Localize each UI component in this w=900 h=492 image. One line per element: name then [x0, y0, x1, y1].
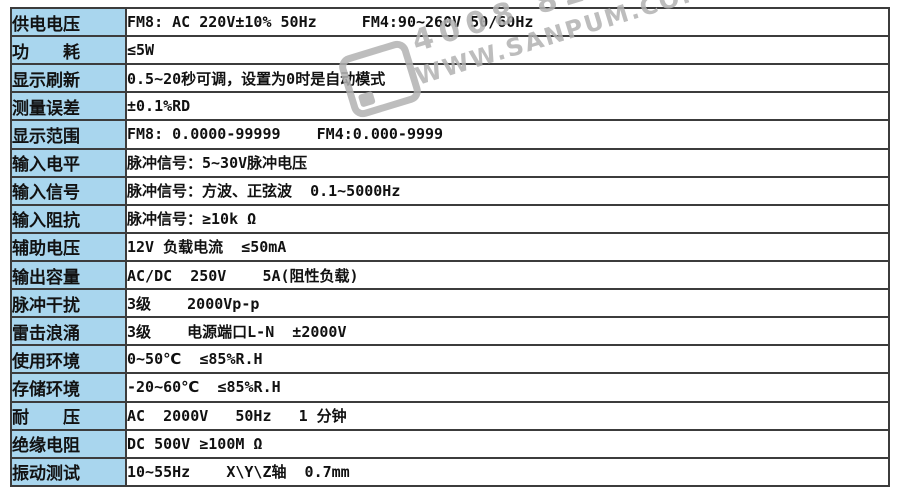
spec-table: 供电电压 FM8: AC 220V±10% 50Hz FM4:90~260V 5…: [10, 6, 890, 488]
spec-value: 0~50℃ ≤85%R.H: [125, 344, 890, 375]
spec-label: 绝缘电阻: [10, 428, 127, 459]
spec-label: 输出容量: [10, 259, 127, 291]
table-row: 显示范围 FM8: 0.0000-99999 FM4:0.000-9999: [10, 119, 890, 150]
table-row: 测量误差 ±0.1%RD: [10, 91, 890, 122]
spec-value: FM8: 0.0000-99999 FM4:0.000-9999: [125, 119, 890, 150]
table-row: 供电电压 FM8: AC 220V±10% 50Hz FM4:90~260V 5…: [10, 6, 890, 38]
spec-value: DC 500V ≥100M Ω: [125, 428, 890, 459]
spec-value: AC 2000V 50Hz 1 分钟: [125, 400, 890, 431]
spec-value: 0.5~20秒可调，设置为0时是自动模式: [125, 63, 890, 94]
spec-label: 耐 压: [10, 400, 127, 431]
spec-label: 功 耗: [10, 35, 127, 66]
spec-value: ±0.1%RD: [125, 91, 890, 122]
spec-label: 输入电平: [10, 147, 127, 178]
table-row: 脉冲干扰 3级 2000Vp-p: [10, 288, 890, 319]
table-row: 绝缘电阻 DC 500V ≥100M Ω: [10, 428, 890, 459]
spec-label: 脉冲干扰: [10, 288, 127, 319]
spec-label: 雷击浪涌: [10, 316, 127, 347]
table-row: 振动测试 10~55Hz X\Y\Z轴 0.7mm: [10, 456, 890, 488]
spec-value: 脉冲信号：方波、正弦波 0.1~5000Hz: [125, 175, 890, 206]
spec-value: FM8: AC 220V±10% 50Hz FM4:90~260V 50/60H…: [125, 6, 890, 38]
spec-value: 3级 2000Vp-p: [125, 288, 890, 319]
spec-label: 显示刷新: [10, 63, 127, 94]
spec-value: 3级 电源端口L-N ±2000V: [125, 316, 890, 347]
spec-value: 脉冲信号：≥10k Ω: [125, 203, 890, 234]
spec-label: 使用环境: [10, 344, 127, 375]
spec-label: 振动测试: [10, 456, 127, 488]
table-row: 耐 压 AC 2000V 50Hz 1 分钟: [10, 400, 890, 431]
spec-value: AC/DC 250V 5A(阻性负载): [125, 259, 890, 291]
table-row: 输出容量 AC/DC 250V 5A(阻性负载): [10, 259, 890, 291]
table-row: 存储环境 -20~60℃ ≤85%R.H: [10, 372, 890, 403]
spec-label: 输入信号: [10, 175, 127, 206]
table-row: 辅助电压 12V 负载电流 ≤50mA: [10, 231, 890, 262]
table-row: 功 耗 ≤5W: [10, 35, 890, 66]
spec-label: 测量误差: [10, 91, 127, 122]
table-row: 使用环境 0~50℃ ≤85%R.H: [10, 344, 890, 375]
spec-label: 输入阻抗: [10, 203, 127, 234]
spec-label: 供电电压: [10, 6, 127, 38]
table-row: 雷击浪涌 3级 电源端口L-N ±2000V: [10, 316, 890, 347]
table-row: 输入信号 脉冲信号：方波、正弦波 0.1~5000Hz: [10, 175, 890, 206]
spec-label: 存储环境: [10, 372, 127, 403]
spec-value: 10~55Hz X\Y\Z轴 0.7mm: [125, 456, 890, 488]
spec-value: 脉冲信号：5~30V脉冲电压: [125, 147, 890, 178]
spec-value: -20~60℃ ≤85%R.H: [125, 372, 890, 403]
spec-value: 12V 负载电流 ≤50mA: [125, 231, 890, 262]
table-row: 显示刷新 0.5~20秒可调，设置为0时是自动模式: [10, 63, 890, 94]
spec-label: 显示范围: [10, 119, 127, 150]
table-row: 输入电平 脉冲信号：5~30V脉冲电压: [10, 147, 890, 178]
spec-label: 辅助电压: [10, 231, 127, 262]
table-row: 输入阻抗 脉冲信号：≥10k Ω: [10, 203, 890, 234]
spec-value: ≤5W: [125, 35, 890, 66]
